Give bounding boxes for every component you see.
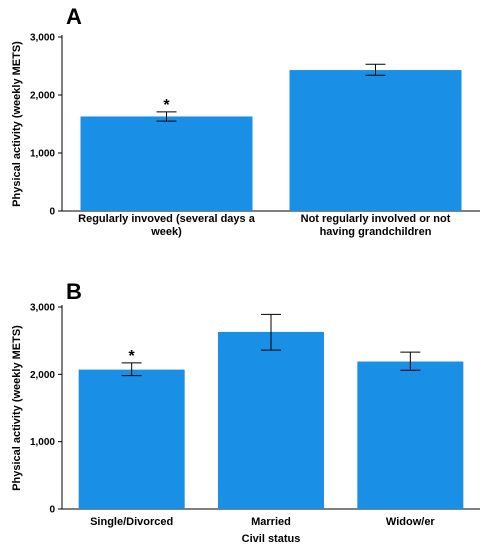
y-tick-label: 3,000 [30, 303, 55, 314]
significance-marker: * [129, 348, 136, 365]
x-category-label: Single/Divorced [90, 516, 173, 528]
y-tick-label: 0 [49, 207, 55, 218]
bar [289, 70, 462, 211]
x-category-label: Regularly invoved (several days a [78, 213, 256, 225]
y-tick-label: 1,000 [30, 149, 55, 160]
x-category-label: week) [150, 226, 182, 238]
x-category-label: Not regularly involved or not [301, 213, 451, 225]
bar [357, 361, 464, 509]
x-axis-label: Civil status [242, 533, 301, 545]
bar [80, 116, 253, 211]
chart-panel-a: A 0 1,000 2,000 3,000 Physical activity (week… [11, 4, 480, 238]
y-axis-label: Physical activity (weekly METS) [11, 41, 23, 207]
bar [78, 369, 185, 509]
y-axis-label: Physical activity (weekly METS) [11, 325, 23, 491]
panel-label: A [66, 4, 82, 29]
x-category-label: Widow/er [386, 516, 436, 528]
y-tick-label: 1,000 [30, 437, 55, 448]
panel-label: B [66, 279, 82, 304]
y-tick-label: 0 [49, 505, 55, 516]
y-tick-label: 2,000 [30, 370, 55, 381]
x-category-label: having grandchildren [320, 226, 432, 238]
bar [218, 331, 324, 509]
significance-marker: * [163, 97, 170, 114]
y-tick-label: 2,000 [30, 91, 55, 102]
y-tick-label: 3,000 [30, 33, 55, 44]
x-category-label: Married [251, 516, 291, 528]
chart-panel-b: B 0 1,000 2,000 3,000 Physical activity (week… [11, 279, 480, 545]
